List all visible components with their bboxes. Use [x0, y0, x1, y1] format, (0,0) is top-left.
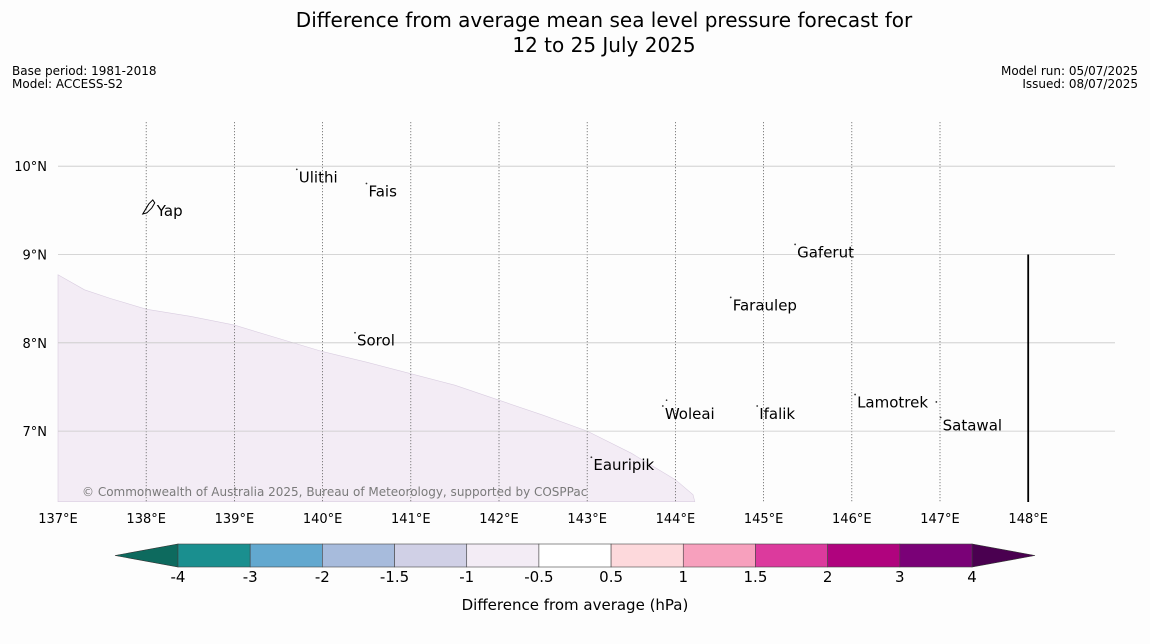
colorbar-segment [466, 543, 540, 568]
place-label: Faraulep [733, 296, 797, 314]
place-label: Yap [156, 202, 183, 220]
island-dot [756, 405, 759, 407]
place-label: Ifalik [759, 405, 795, 423]
colorbar-under-arrow [114, 543, 179, 568]
axis-ticks: 137°E 138°E 139°E 140°E 141°E 142°E 143°E 144°E… [14, 160, 1048, 527]
place-woleai: Woleai [661, 405, 715, 423]
place-label: Gaferut [797, 243, 854, 261]
grid-layer [58, 122, 1115, 502]
place-label: Eauripik [593, 456, 654, 474]
place-ifalik: Ifalik [756, 405, 795, 423]
place-label: Satawal [943, 417, 1002, 435]
base-period-info: Base period: 1981-2018 Model: ACCESS-S2 [12, 65, 157, 91]
lat-tick-label: 8°N [23, 337, 48, 352]
colorbar-tick-label: -3 [243, 568, 258, 586]
colorbar-tick-label: -1.5 [380, 568, 409, 586]
colorbar-tick-label: 1 [678, 568, 688, 586]
island-dot [365, 182, 368, 185]
place-yap: Yap [141, 199, 183, 220]
colorbar-segment [177, 543, 251, 568]
island-dot [354, 331, 356, 334]
copyright-text: © Commonwealth of Australia 2025, Bureau… [82, 485, 587, 499]
lon-tick-label: 144°E [656, 512, 696, 527]
lon-tick-label: 137°E [38, 512, 78, 527]
lon-tick-label: 143°E [567, 512, 607, 527]
place-fais: Fais [365, 182, 397, 201]
place-satawal: Satawal [939, 416, 1002, 435]
colorbar-segment [755, 543, 828, 568]
colorbar-segment [538, 543, 612, 568]
title-line-1: Difference from average mean sea level p… [295, 8, 913, 32]
island-dot [590, 456, 593, 459]
colorbar-segment [610, 543, 684, 568]
model-run-text: Model run: 05/07/2025 [1000, 64, 1138, 78]
colorbar-segment [827, 543, 901, 568]
colorbar-tick-label: -4 [171, 568, 186, 586]
place-label: Woleai [665, 405, 715, 423]
place-ulithi: Ulithi [295, 168, 338, 186]
lon-tick-label: 140°E [303, 512, 343, 527]
lat-tick-label: 7°N [23, 425, 48, 440]
colorbar-tick-label: -0.5 [524, 568, 553, 586]
title-line-2: 12 to 25 July 2025 [512, 33, 696, 57]
map-title: Difference from average mean sea level p… [0, 8, 1150, 58]
place-sorol: Sorol [354, 332, 395, 350]
colorbar-over-arrow [971, 543, 1036, 568]
lon-tick-label: 138°E [126, 512, 166, 527]
lat-tick-label: 10°N [14, 160, 47, 175]
island-dot [939, 416, 942, 419]
island-dot [661, 405, 664, 407]
lat-tick-label: 9°N [23, 249, 48, 264]
lon-tick-label: 142°E [479, 512, 519, 527]
island-dot [854, 393, 856, 396]
colorbar-label: Difference from average (hPa) [462, 596, 689, 614]
island-dot [794, 243, 797, 246]
island-dot [295, 168, 298, 171]
colorbar-segment [322, 543, 395, 568]
place-gaferut: Gaferut [794, 243, 854, 261]
colorbar-segment [394, 543, 468, 568]
island-dot [729, 296, 732, 299]
colorbar-tick-label: 1.5 [744, 568, 768, 586]
place-label: Ulithi [299, 168, 338, 186]
lon-tick-label: 147°E [920, 512, 960, 527]
place-faraulep: Faraulep [729, 296, 797, 314]
lon-tick-label: 145°E [744, 512, 784, 527]
island-dot [665, 399, 668, 401]
model-run-info: Model run: 05/07/2025 Issued: 08/07/2025 [1001, 65, 1138, 91]
lon-tick-label: 146°E [832, 512, 872, 527]
place-label: Fais [368, 183, 397, 201]
colorbar-segment [682, 543, 756, 568]
colorbar-tick-label: 2 [823, 568, 833, 586]
place-label: Sorol [357, 332, 395, 350]
colorbar-tick-label: 3 [895, 568, 905, 586]
model-text: Model: ACCESS-S2 [12, 77, 124, 91]
issued-text: Issued: 08/07/2025 [1022, 77, 1138, 91]
colorbar: -4 -3 -2 -1.5 -1 -0.5 0.5 1 1.5 2 3 4 [114, 543, 1036, 586]
colorbar-segment [249, 543, 323, 568]
colorbar-segment [899, 543, 973, 568]
anomaly-layer [57, 274, 696, 503]
lon-tick-label: 139°E [215, 512, 255, 527]
places-layer: Ulithi Fais Yap Gaferut Faraulep Sorol Lamotre… [141, 168, 1002, 474]
yap-island-outline [141, 199, 156, 215]
anomaly-region [57, 274, 696, 503]
lon-tick-label: 148°E [1008, 512, 1048, 527]
lon-tick-label: 141°E [391, 512, 431, 527]
base-period-text: Base period: 1981-2018 [12, 64, 157, 78]
colorbar-tick-label: -2 [315, 568, 330, 586]
place-eauripik: Eauripik [590, 456, 655, 474]
colorbar-tick-label: 0.5 [599, 568, 623, 586]
colorbar-tick-label: -1 [459, 568, 474, 586]
place-lamotrek: Lamotrek [854, 394, 928, 412]
colorbar-tick-label: 4 [967, 568, 977, 586]
place-label: Lamotrek [857, 394, 928, 412]
island-dot [935, 401, 938, 403]
